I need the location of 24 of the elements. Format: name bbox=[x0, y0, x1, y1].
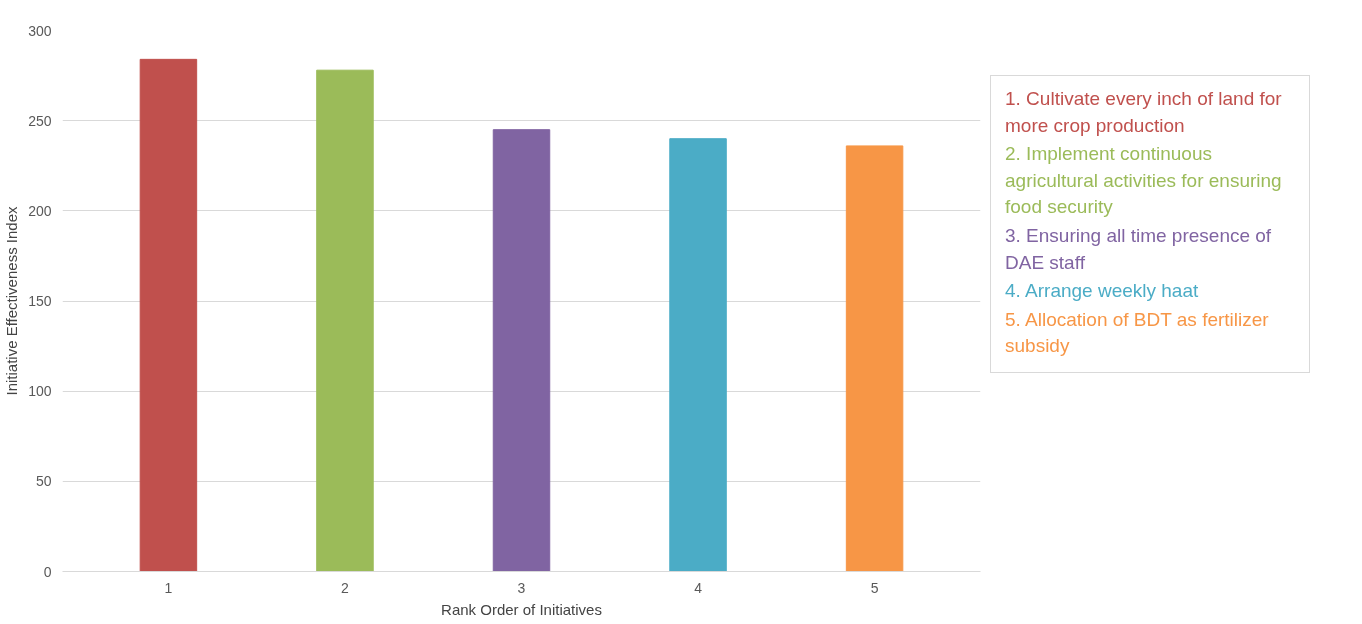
text: 5. Allocation of BDT as fertilizer subsidy bbox=[1005, 307, 1270, 359]
y-tick-label: 50 bbox=[35, 473, 52, 490]
y-tick-label: 300 bbox=[28, 22, 52, 39]
y-tick-label: 250 bbox=[28, 112, 52, 129]
bar bbox=[492, 129, 551, 572]
x-tick-label: 2 bbox=[341, 579, 350, 596]
x-axis-title: Rank Order of Initiatives bbox=[441, 600, 602, 618]
bar bbox=[845, 145, 904, 572]
text: 2. Implement continuous agricultural activities for ensuring food security bbox=[1005, 142, 1283, 220]
text: 3. Ensuring all time presence of DAE staff bbox=[1005, 223, 1273, 275]
y-tick-label: 0 bbox=[43, 563, 52, 580]
text: 1. Cultivate every inch of land for more crop production bbox=[1005, 87, 1283, 138]
y-axis-title: Initiative Effectiveness Index bbox=[3, 206, 21, 396]
bar bbox=[316, 69, 374, 572]
x-tick-label: 1 bbox=[164, 579, 173, 596]
y-tick-label: 200 bbox=[28, 202, 52, 219]
bar bbox=[139, 58, 198, 572]
x-tick-label: 5 bbox=[870, 579, 879, 596]
y-tick-label: 100 bbox=[28, 383, 52, 400]
y-tick-label: 150 bbox=[28, 293, 52, 309]
bar bbox=[669, 138, 727, 572]
text: 4. Arrange weekly haat bbox=[1005, 279, 1199, 304]
x-tick-label: 4 bbox=[694, 579, 703, 596]
x-tick-label: 3 bbox=[517, 579, 526, 596]
